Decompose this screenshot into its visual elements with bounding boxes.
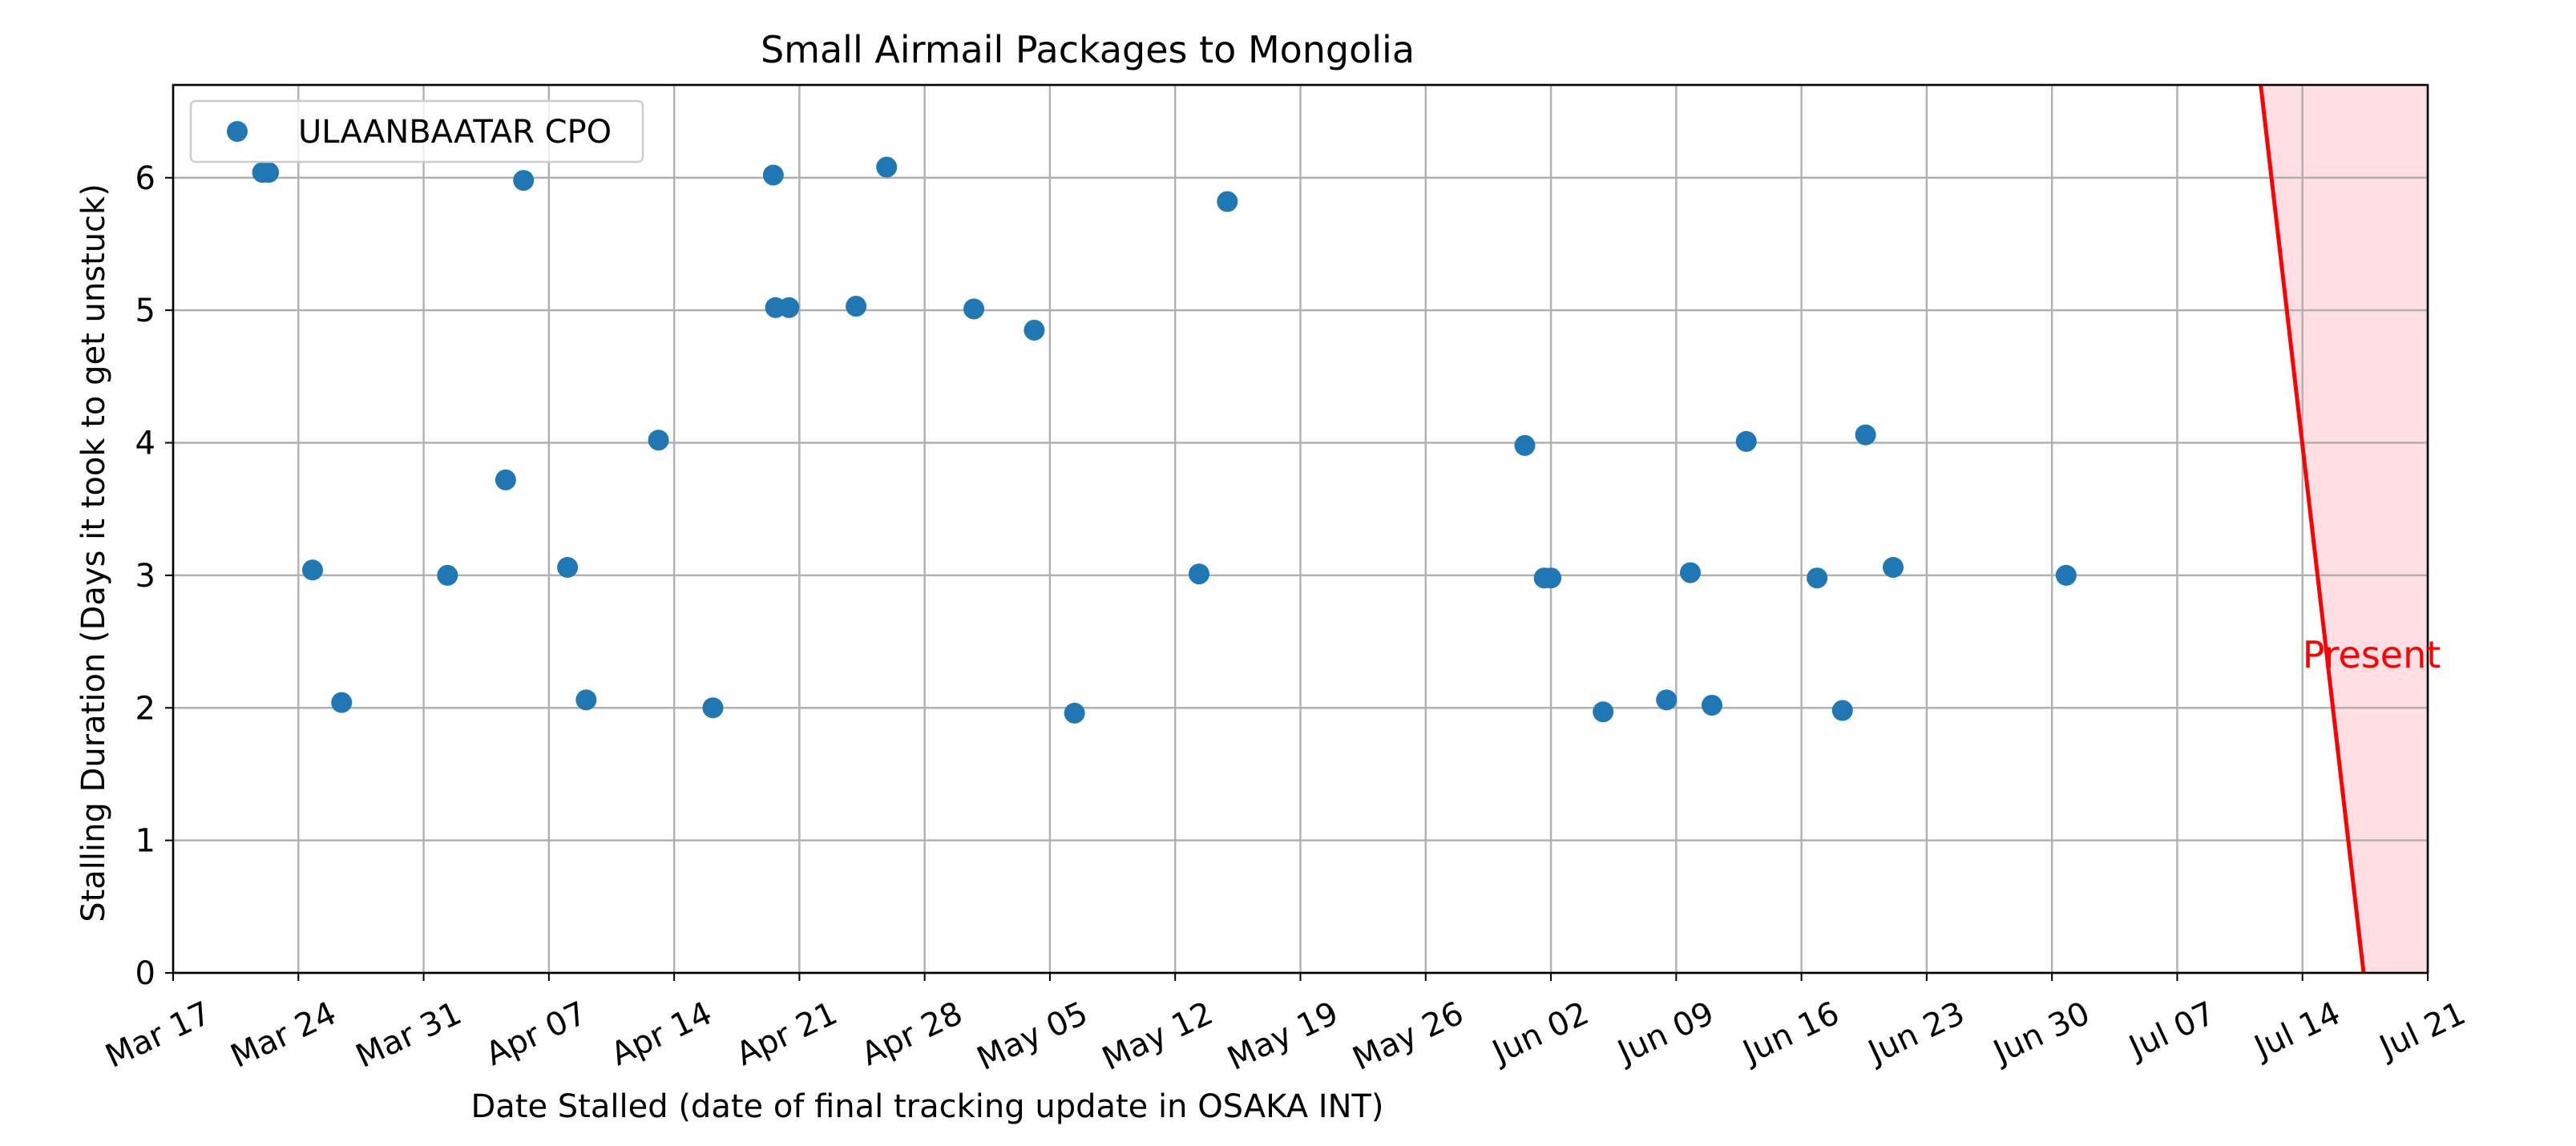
y-tick-label: 4 (135, 426, 155, 462)
data-point (495, 469, 516, 490)
y-tick-label: 2 (135, 690, 155, 727)
data-point (778, 297, 800, 318)
data-point (1024, 319, 1045, 341)
data-point (762, 164, 784, 186)
y-tick-label: 3 (135, 558, 155, 595)
data-point (1514, 434, 1536, 456)
data-point (557, 556, 579, 578)
legend-box (189, 99, 644, 163)
legend: ULAANBAATAR CPO (189, 99, 644, 163)
legend-label: ULAANBAATAR CPO (298, 114, 612, 151)
grid-layer (172, 85, 2429, 975)
data-point (1217, 191, 1238, 212)
data-point (1593, 701, 1614, 723)
data-point (702, 697, 724, 719)
data-point (846, 296, 867, 317)
data-point (301, 559, 323, 581)
data-point (1701, 694, 1722, 716)
data-point (1540, 567, 1562, 589)
data-point (1656, 689, 1678, 711)
data-point (1807, 567, 1828, 589)
data-point (876, 156, 898, 178)
data-point (1883, 556, 1904, 578)
data-point (331, 692, 353, 713)
data-point (1064, 702, 1085, 724)
data-point (648, 430, 669, 451)
data-point (258, 162, 280, 184)
data-point (1735, 430, 1757, 452)
legend-marker (227, 121, 248, 142)
points-layer (252, 156, 2077, 724)
data-point (1831, 700, 1853, 721)
data-point (1188, 563, 1209, 585)
y-tick-label: 0 (135, 955, 155, 992)
y-axis-label: Stalling Duration (Days it took to get u… (75, 184, 112, 922)
data-point (513, 170, 535, 192)
data-point (1680, 562, 1702, 583)
data-point (437, 564, 458, 586)
y-tick-label: 5 (135, 293, 155, 329)
chart-title: Small Airmail Packages to Mongolia (761, 28, 1415, 71)
present-line-layer (2259, 84, 2366, 974)
data-point (2055, 564, 2077, 586)
data-point (1855, 424, 1876, 446)
x-axis-label: Date Stalled (date of final tracking upd… (470, 1088, 1383, 1125)
present-line (2259, 84, 2366, 974)
y-tick-label: 1 (135, 823, 155, 860)
present-label: Present (2303, 633, 2441, 676)
data-point (963, 298, 985, 320)
y-tick-label: 6 (135, 160, 155, 197)
data-point (575, 689, 597, 711)
